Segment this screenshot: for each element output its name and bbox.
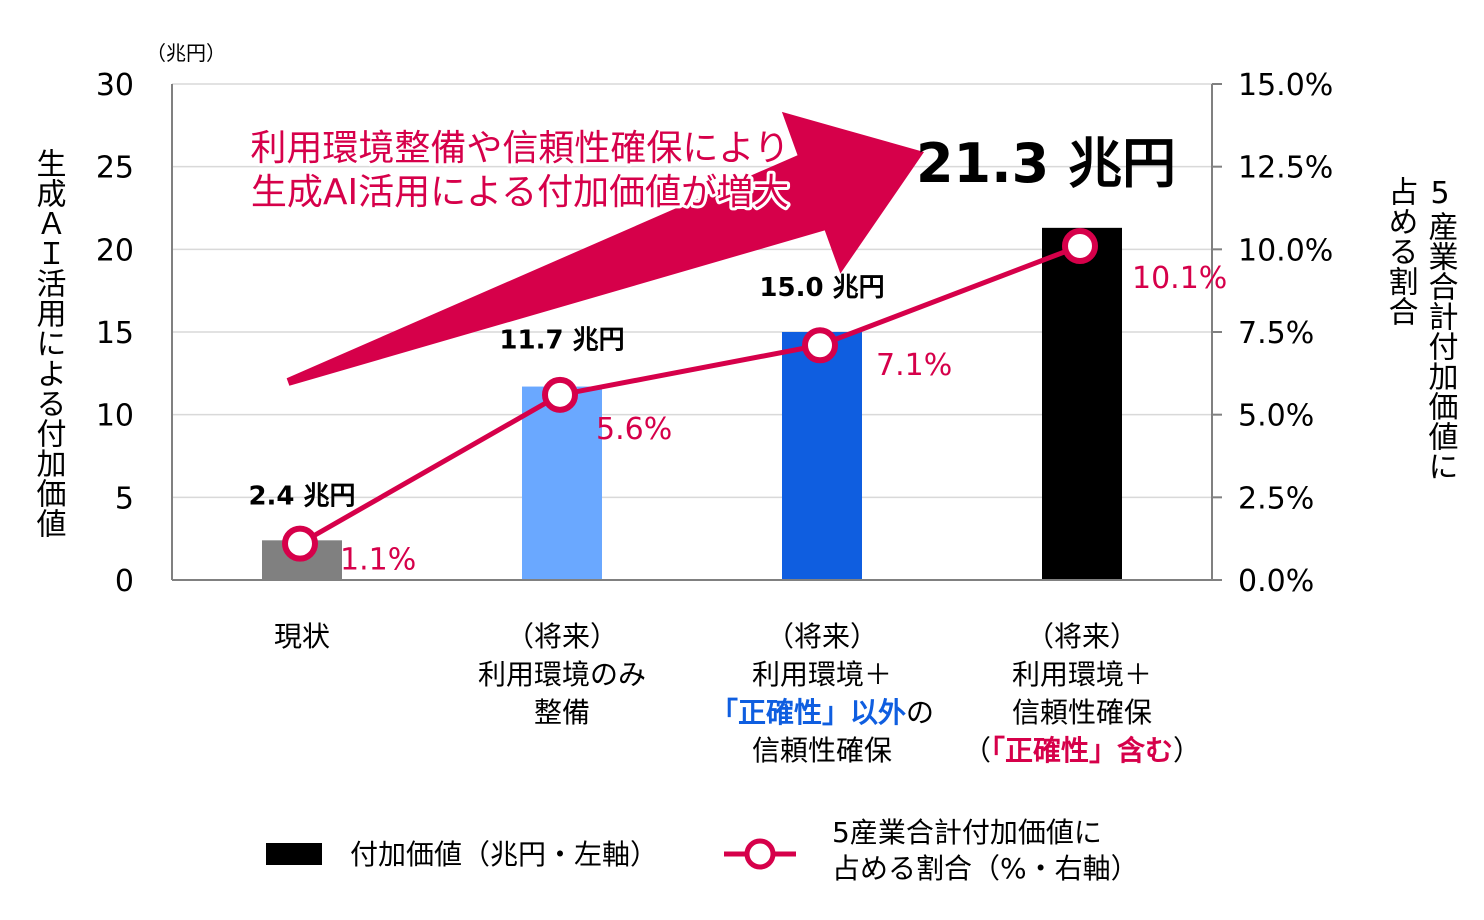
right-axis-title: 占める割合 bbox=[1383, 176, 1418, 326]
right-tick-label: 10.0% bbox=[1238, 233, 1333, 268]
category-label: （「正確性」含む） bbox=[963, 734, 1201, 767]
left-tick-label: 10 bbox=[96, 399, 134, 434]
right-axis-title: 5産業合計付加価値に bbox=[1423, 176, 1459, 481]
left-tick-label: 30 bbox=[96, 68, 134, 103]
left-tick-label: 15 bbox=[96, 316, 134, 351]
legend-line-marker bbox=[744, 838, 776, 870]
category-label: 「正確性」以外の bbox=[710, 696, 934, 729]
ratio-value-label: 1.1% bbox=[340, 543, 416, 578]
left-tick-label: 0 bbox=[115, 564, 134, 599]
category-label-part: 「正確性」含む bbox=[991, 734, 1173, 767]
left-tick-label: 5 bbox=[115, 481, 134, 516]
left-axis-title: 生成ＡＩ活用による付加価値 bbox=[31, 148, 67, 538]
category-label: 利用環境＋ bbox=[1012, 658, 1152, 691]
grid-lines bbox=[172, 83, 1212, 499]
left-tick-label: 25 bbox=[96, 151, 134, 186]
ratio-point bbox=[282, 525, 318, 562]
bar bbox=[1042, 227, 1122, 580]
right-tick-label: 0.0% bbox=[1238, 564, 1314, 599]
bars bbox=[262, 227, 1122, 580]
ratio-value-label: 10.1% bbox=[1132, 261, 1227, 296]
bar-value-label: 2.4 兆円 bbox=[248, 481, 355, 511]
legend-bar-swatch bbox=[266, 843, 322, 865]
bar-value-label: 21.3 兆円 bbox=[916, 132, 1176, 195]
left-tick-label: 20 bbox=[96, 233, 134, 268]
category-label: 利用環境＋ bbox=[752, 658, 892, 691]
category-label: （将来） bbox=[1026, 620, 1138, 653]
bar-value-label: 11.7 兆円 bbox=[499, 326, 624, 356]
annotation-text: 利用環境整備や信頼性確保により bbox=[250, 128, 789, 169]
right-tick-label: 2.5% bbox=[1238, 481, 1314, 516]
arrow-annotation: 利用環境整備や信頼性確保により利用環境整備や信頼性確保により生成AI活用による付… bbox=[247, 111, 925, 386]
left-axis-unit: （兆円） bbox=[146, 41, 226, 65]
bar bbox=[522, 386, 602, 580]
category-label: （将来） bbox=[506, 620, 618, 653]
category-label-part: の bbox=[906, 696, 934, 729]
category-label-part: 「正確性」以外 bbox=[710, 696, 906, 729]
annotation-text-halo: 利用環境整備や信頼性確保により bbox=[250, 128, 789, 169]
ratio-line-path bbox=[298, 243, 1081, 546]
ratio-point bbox=[1062, 228, 1098, 265]
labels: 2.4 兆円 11.7 兆円 15.0 兆円 21.3 兆円 1.1% 5.6% 7.1% 1… bbox=[248, 132, 1227, 767]
right-tick-label: 5.0% bbox=[1238, 399, 1314, 434]
ratio-point bbox=[542, 376, 578, 413]
annotation-text-halo: 生成AI活用による付加価値が増大 bbox=[251, 172, 789, 213]
annotation-text: 生成AI活用による付加価値が増大 bbox=[251, 172, 789, 213]
legend-line-label: 5産業合計付加価値に bbox=[832, 816, 1102, 849]
category-label: （将来） bbox=[766, 620, 878, 653]
category-label: 利用環境のみ bbox=[478, 658, 646, 691]
axes: 0 5 10 15 20 25 30 0.0% 2.5% 5.0% 7.5% 10.0% 12.5% 15… bbox=[31, 41, 1459, 599]
category-label: 現状 bbox=[274, 620, 330, 653]
right-tick-label: 12.5% bbox=[1238, 151, 1333, 186]
ratio-line bbox=[282, 228, 1098, 562]
category-label: 信頼性確保 bbox=[1012, 696, 1152, 729]
growth-arrow bbox=[286, 111, 925, 386]
right-tick-label: 15.0% bbox=[1238, 68, 1333, 103]
category-label: 整備 bbox=[534, 696, 590, 729]
legend-line-label: 占める割合（%・右軸） bbox=[832, 852, 1139, 885]
ratio-value-label: 7.1% bbox=[876, 348, 952, 383]
bar-value-label: 15.0 兆円 bbox=[759, 273, 884, 303]
category-label-part: ） bbox=[1173, 734, 1201, 767]
ratio-value-label: 5.6% bbox=[596, 412, 672, 447]
legend-bar-label: 付加価値（兆円・左軸） bbox=[350, 838, 658, 871]
category-label: 信頼性確保 bbox=[752, 734, 892, 767]
ratio-point bbox=[802, 327, 838, 364]
bar bbox=[782, 332, 862, 580]
category-label-part: （ bbox=[963, 734, 991, 767]
right-tick-label: 7.5% bbox=[1238, 316, 1314, 351]
